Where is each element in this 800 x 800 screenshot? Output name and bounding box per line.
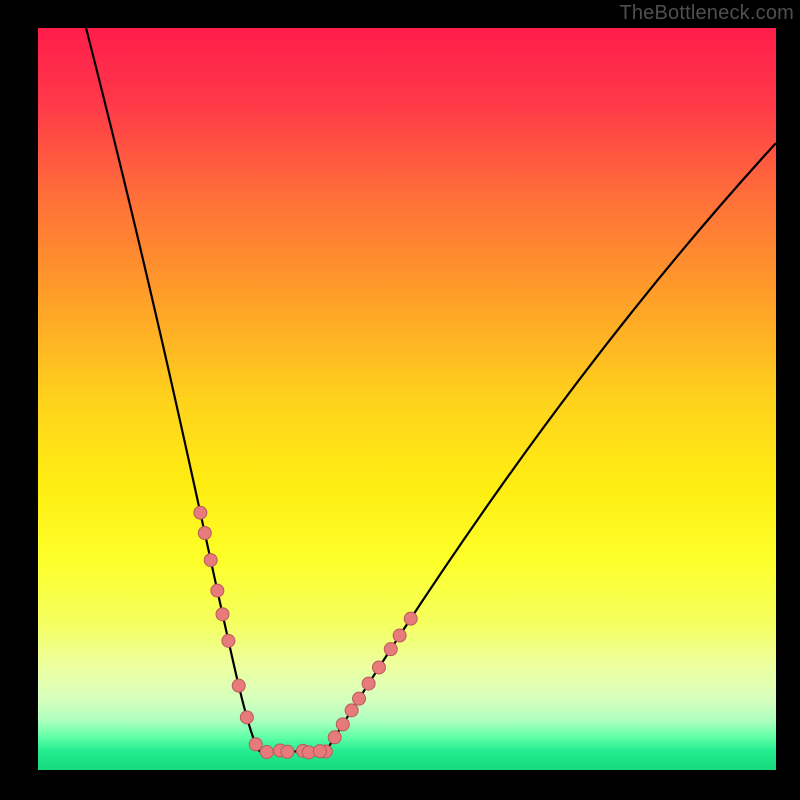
plot-area xyxy=(38,28,776,770)
watermark-text: TheBottleneck.com xyxy=(619,2,794,25)
chart-stage: TheBottleneck.com xyxy=(0,0,800,800)
gradient-background xyxy=(38,28,776,770)
